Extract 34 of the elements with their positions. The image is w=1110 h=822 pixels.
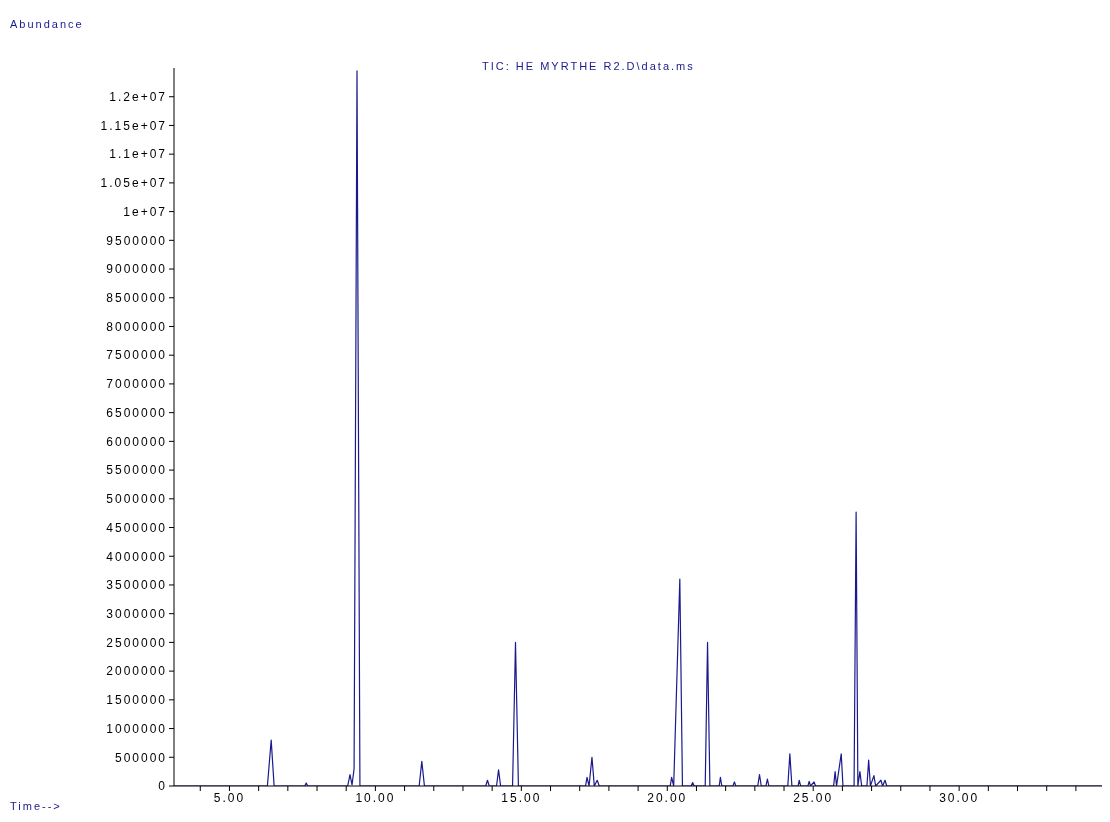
y-tick-label: 1e+07 [123,204,167,219]
y-tick-label: 4500000 [106,520,167,535]
y-tick-label: 1.2e+07 [109,89,167,104]
y-tick-label: 2500000 [106,635,167,650]
y-tick-label: 7500000 [106,348,167,363]
y-tick-label: 0 [158,779,167,794]
y-tick-label: 9000000 [106,262,167,277]
y-tick-label: 4000000 [106,549,167,564]
y-tick-label: 5000000 [106,492,167,507]
x-tick-label: 30.00 [939,790,980,805]
y-tick-label: 6000000 [106,434,167,449]
y-tick-label: 7000000 [106,377,167,392]
x-tick-label: 25.00 [793,790,834,805]
y-tick-label: 2000000 [106,664,167,679]
x-tick-label: 5.00 [213,790,246,805]
y-tick-label: 3500000 [106,578,167,593]
x-tick-label: 10.00 [355,790,396,805]
y-tick-label: 500000 [114,750,167,765]
y-tick-label: 1.15e+07 [100,118,167,133]
y-tick-label: 1.05e+07 [100,176,167,191]
x-axis-title: Time--> [10,800,62,812]
y-tick-label: 3000000 [106,606,167,621]
chart-title: TIC: HE MYRTHE R2.D\data.ms [482,60,695,72]
x-tick-label: 15.00 [501,790,542,805]
y-tick-label: 1500000 [106,693,167,708]
y-axis-title: Abundance [10,18,84,30]
x-tick-label: 20.00 [647,790,688,805]
y-tick-label: 6500000 [106,405,167,420]
y-tick-label: 8500000 [106,291,167,306]
y-tick-label: 9500000 [106,233,167,248]
y-tick-label: 5500000 [106,463,167,478]
y-tick-label: 8000000 [106,319,167,334]
y-tick-label: 1.1e+07 [109,147,167,162]
y-tick-label: 1000000 [106,721,167,736]
